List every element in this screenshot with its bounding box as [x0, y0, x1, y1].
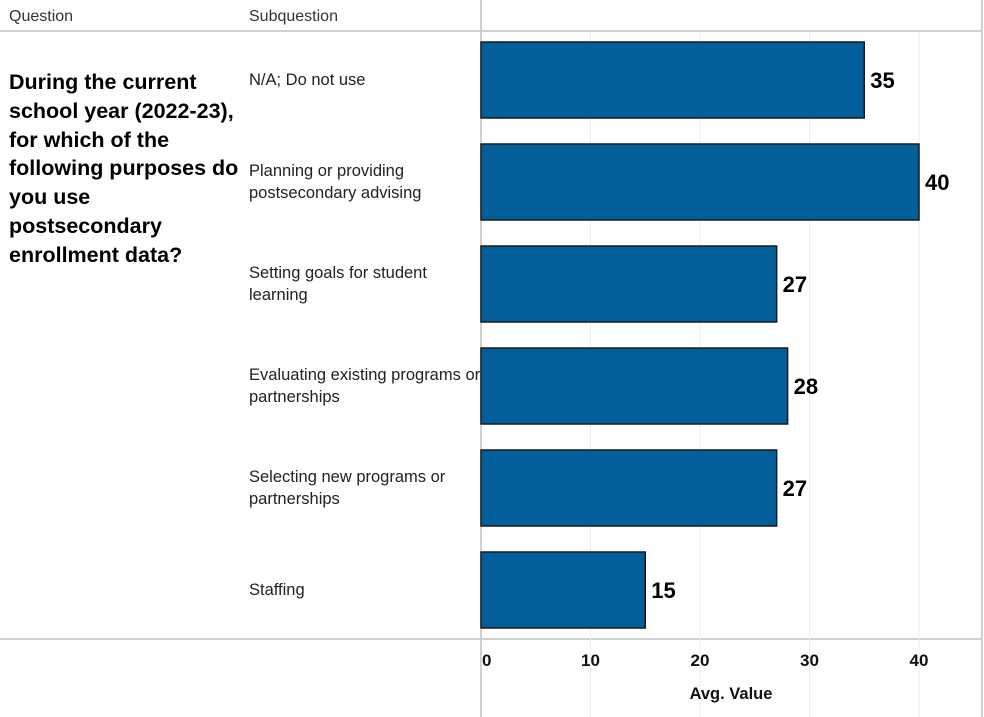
x-tick-label: 40 — [910, 651, 929, 670]
bar-value-label: 27 — [783, 272, 807, 297]
bar — [480, 143, 920, 221]
bar-value-label: 28 — [794, 374, 818, 399]
x-tick-label: 0 — [482, 651, 491, 670]
bar-value-label: 15 — [651, 578, 675, 603]
bar — [480, 245, 778, 323]
bar-value-label: 35 — [870, 68, 894, 93]
subquestion-column-header: Subquestion — [249, 8, 338, 25]
subquestion-label: Planning or providing postsecondary advi… — [249, 162, 422, 202]
bar-value-label: 27 — [783, 476, 807, 501]
x-axis-title: Avg. Value — [690, 685, 773, 703]
bar — [480, 551, 646, 629]
subquestion-label: N/A; Do not use — [249, 71, 366, 89]
question-text: During the current school year (2022-23)… — [9, 70, 239, 267]
x-tick-label: 20 — [691, 651, 710, 670]
x-tick-label: 30 — [800, 651, 819, 670]
bar — [480, 41, 865, 119]
subquestion-label: Setting goals for student learning — [249, 264, 427, 304]
question-column-header: Question — [9, 8, 74, 25]
axis-divider — [0, 638, 982, 640]
subquestion-label: Selecting new programs or partnerships — [249, 468, 446, 508]
bar-value-label: 40 — [925, 170, 949, 195]
subquestion-label: Staffing — [249, 581, 305, 599]
bar — [480, 449, 778, 527]
bar — [480, 347, 789, 425]
chart-right-border — [981, 0, 983, 717]
subquestion-label: Evaluating existing programs or partners… — [249, 366, 481, 406]
header-divider — [0, 30, 982, 32]
x-tick-label: 10 — [581, 651, 600, 670]
